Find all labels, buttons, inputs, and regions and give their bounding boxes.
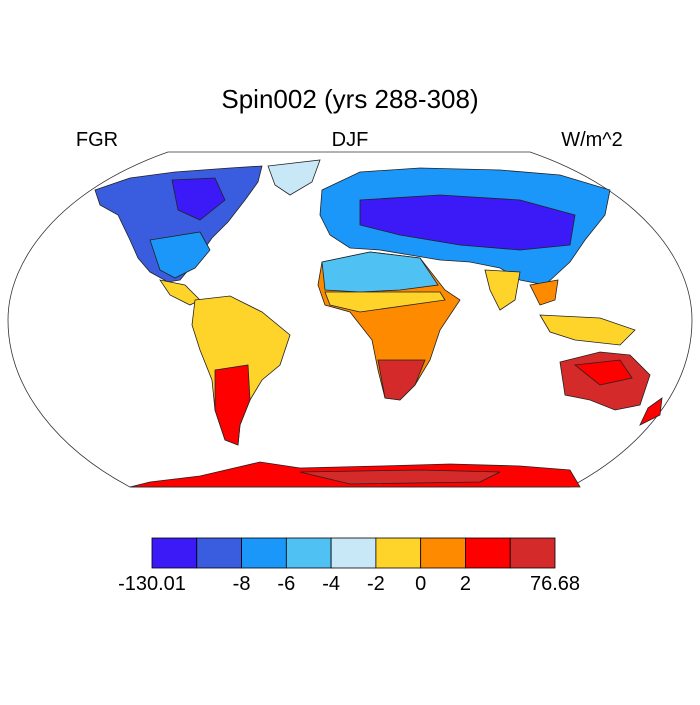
- colorbar-label: -2: [367, 573, 385, 595]
- colorbar-box: [330, 537, 377, 569]
- variable-label: FGR: [76, 129, 118, 151]
- colorbar-box: [420, 537, 466, 569]
- southeast-asia: [529, 279, 559, 306]
- india: [484, 269, 521, 311]
- greenland: [267, 159, 321, 196]
- hudson-region: [171, 177, 226, 221]
- colorbar-box: [465, 537, 511, 569]
- colorbar-label: 76.68: [530, 573, 580, 595]
- colorbar: -130.01 -8 -6 -4 -2 0 2 76.68: [118, 537, 580, 595]
- colorbar-box: [285, 537, 332, 569]
- colorbar-box: [509, 537, 556, 569]
- colorbar-box: [151, 537, 198, 569]
- title: Spin002 (yrs 288-308): [221, 84, 478, 114]
- colorbar-box: [196, 537, 242, 569]
- map: [7, 151, 693, 488]
- eurasia-interior: [359, 194, 576, 251]
- colorbar-label: 0: [415, 573, 426, 595]
- indonesia: [539, 314, 636, 346]
- colorbar-label: -8: [233, 573, 251, 595]
- colorbar-label: -6: [277, 573, 295, 595]
- units-label: W/m^2: [561, 129, 623, 151]
- north-africa: [321, 251, 439, 293]
- colorbar-label: -4: [322, 573, 340, 595]
- colorbar-box: [375, 537, 422, 569]
- australia-north: [573, 359, 633, 386]
- sahel: [324, 291, 446, 313]
- colorbar-box: [241, 537, 287, 569]
- season-label: DJF: [332, 129, 369, 151]
- colorbar-label: -130.01: [118, 573, 186, 595]
- south-africa: [377, 359, 426, 401]
- new-zealand: [639, 397, 663, 426]
- south-america-south: [214, 364, 251, 446]
- antarctica-interior: [299, 469, 501, 485]
- north-america-south: [149, 231, 211, 279]
- colorbar-label: 2: [460, 573, 471, 595]
